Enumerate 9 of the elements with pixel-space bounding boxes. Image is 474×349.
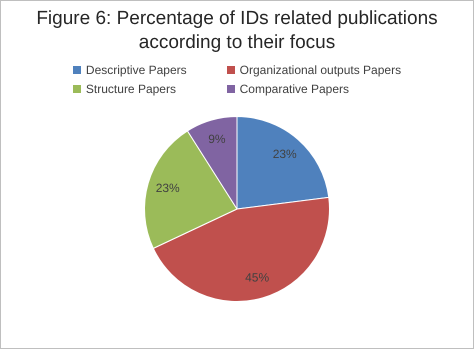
chart-title: Figure 6: Percentage of IDs related publications according to their focus — [35, 7, 439, 55]
legend-label: Comparative Papers — [240, 82, 350, 96]
data-label: 9% — [208, 132, 226, 146]
legend-label: Descriptive Papers — [86, 63, 187, 77]
data-label: 45% — [245, 270, 270, 285]
legend-label: Organizational outputs Papers — [240, 63, 402, 77]
legend-label: Structure Papers — [86, 82, 176, 96]
data-label: 23% — [272, 147, 298, 162]
data-label: 23% — [156, 181, 180, 196]
